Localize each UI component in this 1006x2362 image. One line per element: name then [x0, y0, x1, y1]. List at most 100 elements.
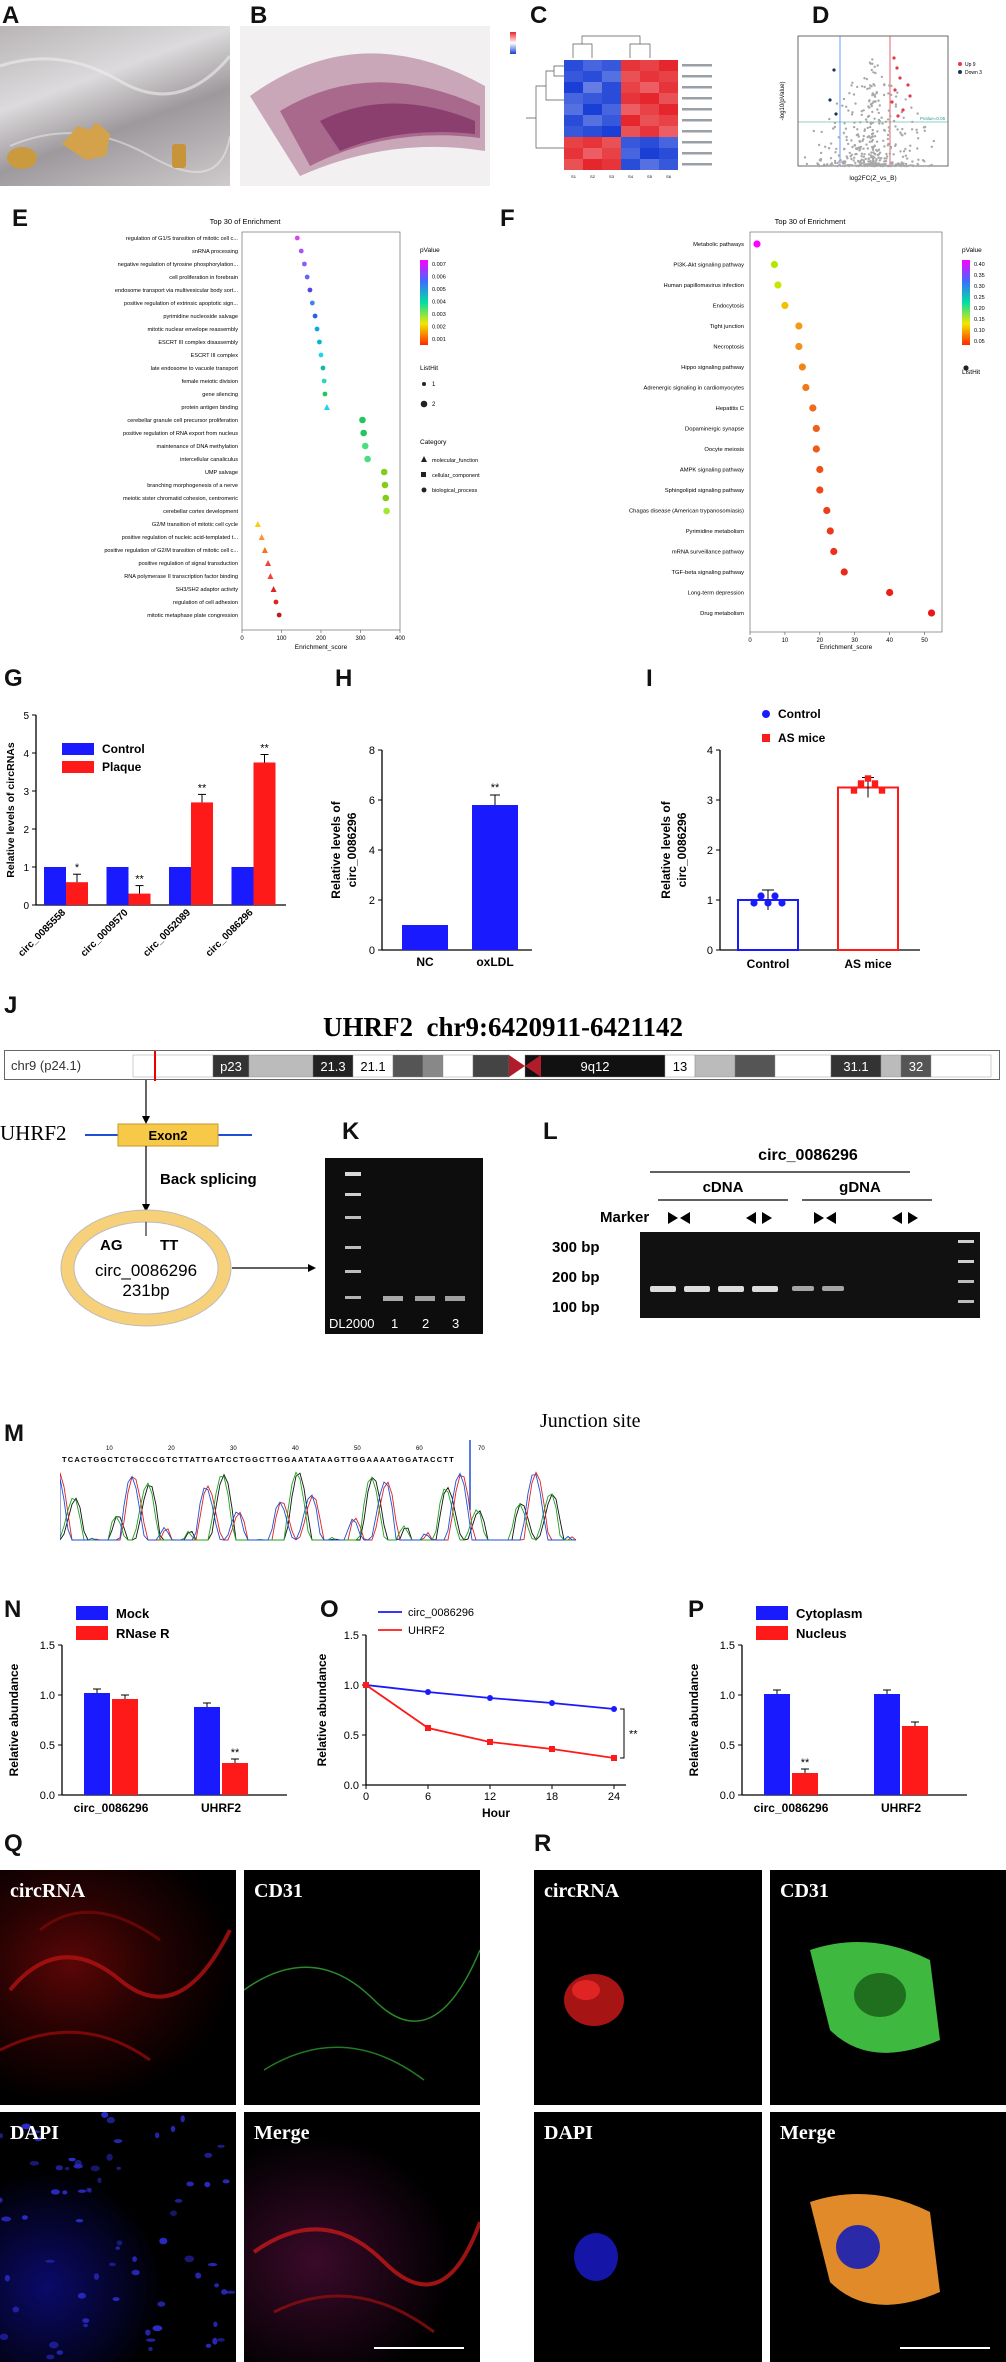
- volcano-point: [865, 143, 868, 146]
- volcano-point: [868, 140, 871, 143]
- e-term-label: G2/M transition of mitotic cell cycle: [152, 522, 238, 528]
- dapi-nucleus: [222, 2179, 230, 2184]
- panel-label-g: G: [4, 665, 23, 692]
- volcano-point: [852, 93, 856, 96]
- dapi-nucleus: [83, 2323, 88, 2328]
- volcano-up-point: [895, 66, 899, 70]
- volcano-point: [880, 163, 883, 166]
- volcano-point: [862, 155, 865, 158]
- g-bar-control: [231, 867, 254, 905]
- volcano-point: [873, 65, 876, 68]
- dapi-nucleus: [115, 2246, 120, 2250]
- volcano-point: [858, 139, 861, 143]
- volcano-point: [844, 127, 848, 130]
- volcano-point: [899, 131, 902, 134]
- heatmap-row-label: [682, 163, 712, 166]
- heatmap-row-label: [682, 141, 712, 144]
- e-term-label: cell proliferation in forebrain: [169, 275, 238, 281]
- e-cat-square: [421, 472, 426, 477]
- e-term-label: pyrimidine nucleoside salvage: [163, 314, 238, 320]
- e-point: [276, 612, 282, 618]
- heatmap-cell: [621, 115, 640, 126]
- y-tick-label: 0.0: [344, 1780, 359, 1792]
- heatmap-row-label: [682, 108, 712, 111]
- volcano-point: [896, 91, 899, 94]
- volcano-point: [869, 160, 872, 163]
- f-point: [927, 609, 936, 617]
- heatmap-svg: S1 S2 S3 S4 S5 S6: [510, 32, 712, 179]
- volcano-point: [812, 129, 815, 133]
- chrom-bands: p23 21.3 21.1 9q12 13 31.1 32: [132, 1051, 992, 1081]
- o-sig: **: [629, 1729, 638, 1741]
- panel-label-q: Q: [4, 1830, 23, 1857]
- volcano-point: [871, 94, 874, 97]
- chroma-trace: [59, 1471, 577, 1541]
- volcano-point: [860, 155, 863, 158]
- p-svg-bar: [874, 1694, 900, 1795]
- f-title: Top 30 of Enrichment: [775, 217, 847, 226]
- volcano-point: [887, 126, 890, 129]
- volcano-point: [805, 162, 809, 166]
- volcano-point: [863, 153, 866, 156]
- i-ylabel: Relative levels of: [659, 800, 673, 898]
- volcano-point: [847, 142, 850, 146]
- volcano-point: [863, 128, 867, 131]
- i-ylabel-2: circ_0086296: [675, 812, 689, 887]
- f-xtick-label: 30: [851, 638, 858, 644]
- e-pvalue-title: pValue: [420, 247, 440, 254]
- row-dendrogram: [526, 65, 564, 149]
- heatmap-cell: [621, 71, 640, 82]
- size-300: 300 bp: [552, 1239, 600, 1256]
- f-ptick: 0.05: [974, 339, 985, 345]
- n-svg-legend-label: RNase R: [116, 1626, 170, 1641]
- volcano-point: [885, 157, 888, 160]
- e-xtick-label: 100: [276, 636, 287, 642]
- dapi-nucleus: [75, 2219, 84, 2223]
- dapi-nucleus: [21, 2215, 28, 2220]
- volcano-point: [887, 109, 891, 112]
- volcano-point: [867, 114, 871, 118]
- dapi-nucleus: [148, 2347, 153, 2351]
- volcano-point: [874, 153, 877, 156]
- volcano-point: [894, 125, 897, 128]
- heatmap-cell: [621, 137, 640, 148]
- q-dapi: DAPI: [0, 2112, 236, 2362]
- volcano-point: [923, 129, 926, 132]
- e-term-label: negative regulation of tyrosine phosphor…: [118, 262, 239, 268]
- volcano-points: [803, 56, 935, 168]
- gel-m: circ_0086296 cDNA gDNA Marker 300 bp 200…: [490, 1140, 1006, 1350]
- volcano-point: [860, 113, 863, 117]
- g-bar-plaque: [191, 802, 213, 905]
- f-point: [753, 240, 761, 248]
- g-category: circ_0086296: [204, 907, 256, 959]
- y-tick-label: 3: [23, 787, 29, 798]
- panel-label-k: K: [342, 1118, 360, 1145]
- h-category: NC: [416, 955, 434, 969]
- chart-h: 0 2 4 6 8 Relative levels of circ_0086296 NC oxL…: [320, 690, 570, 980]
- dapi-nucleus: [170, 2210, 177, 2216]
- i-legend-label: Control: [778, 707, 821, 721]
- volcano-point: [866, 126, 869, 130]
- volcano-point: [871, 128, 874, 132]
- volcano-up-point: [896, 114, 900, 118]
- f-point: [809, 404, 817, 412]
- e-xtick-label: 200: [316, 636, 327, 642]
- volcano-point: [847, 109, 850, 112]
- volcano-point: [877, 162, 880, 165]
- volcano-point: [834, 151, 837, 154]
- i-point: [750, 899, 758, 907]
- h-sig: **: [491, 782, 500, 794]
- g-sig: **: [198, 782, 207, 794]
- e-point: [294, 235, 300, 241]
- chroma-trace: [59, 1472, 576, 1541]
- volcano-point: [888, 164, 891, 167]
- y-tick-label: 1.5: [344, 1630, 359, 1642]
- volcano-point: [851, 111, 854, 114]
- heatmap-cell: [602, 71, 621, 82]
- heatmap-sample-label: S3: [609, 174, 615, 179]
- y-tick-label: 2: [23, 825, 29, 836]
- heatmap-cell: [583, 126, 602, 137]
- n-svg-category: UHRF2: [201, 1801, 241, 1815]
- e-pvalue-ticks: 0.007 0.006 0.005 0.004 0.003 0.002 0.001: [432, 262, 446, 343]
- y-tick-label: 0.0: [40, 1790, 55, 1802]
